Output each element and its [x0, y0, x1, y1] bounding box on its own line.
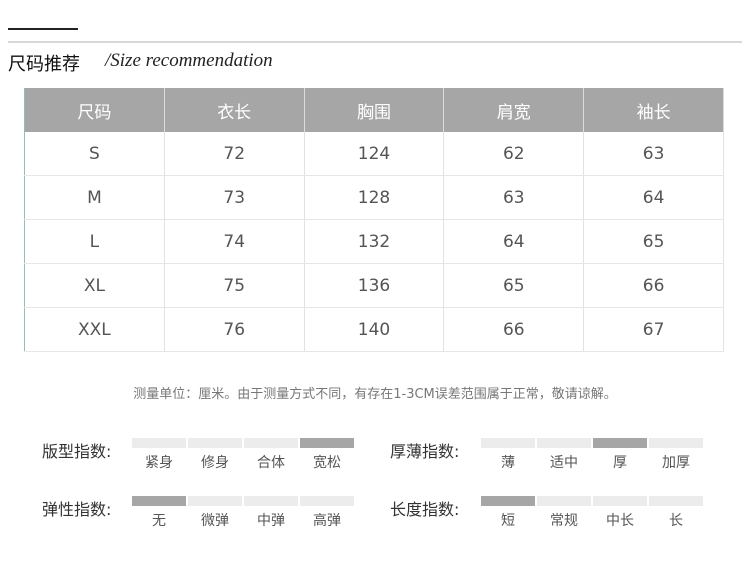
- table-cell: 75: [164, 263, 305, 308]
- index-label: 长度指数:: [390, 500, 460, 519]
- column-header: 衣长: [164, 88, 305, 132]
- table-cell: 140: [304, 307, 445, 352]
- index-option-label: 宽松: [313, 455, 341, 471]
- index-option-label: 短: [501, 513, 515, 529]
- index-label: 厚薄指数:: [390, 442, 460, 461]
- section-subtitle: /Size recommendation: [105, 50, 273, 71]
- top-accent-line: [8, 28, 78, 30]
- index-option: 微弹: [188, 496, 242, 530]
- table-cell: 63: [443, 175, 585, 220]
- index-option-label: 修身: [201, 455, 229, 471]
- index-bar: [300, 438, 354, 448]
- index-option-label: 加厚: [662, 455, 690, 471]
- table-row: S 72 124 62 63: [24, 132, 724, 176]
- index-option-label: 常规: [550, 513, 578, 529]
- table-row: XL 75 136 65 66: [24, 263, 724, 308]
- index-option-label: 长: [669, 513, 683, 529]
- table-cell: 66: [583, 263, 724, 308]
- index-bar: [593, 496, 647, 506]
- index-option-label: 中长: [606, 513, 634, 529]
- index-option: 中弹: [244, 496, 298, 530]
- column-header: 尺码: [24, 88, 165, 132]
- index-bar: [188, 438, 242, 448]
- index-scale: 无 微弹 中弹 高弹: [132, 496, 354, 530]
- index-scale: 紧身 修身 合体 宽松: [132, 438, 354, 472]
- index-bar: [188, 496, 242, 506]
- index-option-label: 厚: [613, 455, 627, 471]
- index-bar: [244, 438, 298, 448]
- index-option: 常规: [537, 496, 591, 530]
- index-option: 高弹: [300, 496, 354, 530]
- table-row: M 73 128 63 64: [24, 175, 724, 220]
- index-option: 厚: [593, 438, 647, 472]
- index-scale: 薄 适中 厚 加厚: [481, 438, 703, 472]
- table-cell: 67: [583, 307, 724, 352]
- index-bar: [649, 438, 703, 448]
- table-cell: 136: [304, 263, 445, 308]
- index-bar: [481, 496, 535, 506]
- column-header: 肩宽: [443, 88, 585, 132]
- index-option-label: 微弹: [201, 513, 229, 529]
- column-header: 胸围: [304, 88, 445, 132]
- index-option: 紧身: [132, 438, 186, 472]
- index-option: 薄: [481, 438, 535, 472]
- divider: [8, 41, 742, 43]
- index-option-label: 无: [152, 513, 166, 529]
- table-cell: 124: [304, 132, 445, 176]
- table-cell: 128: [304, 175, 445, 220]
- index-bar: [244, 496, 298, 506]
- table-cell: 64: [443, 219, 585, 264]
- index-option-label: 高弹: [313, 513, 341, 529]
- index-option: 长: [649, 496, 703, 530]
- index-label: 版型指数:: [42, 442, 112, 461]
- index-bar: [537, 496, 591, 506]
- table-cell: 65: [443, 263, 585, 308]
- table-cell: M: [24, 175, 165, 220]
- index-option-label: 薄: [501, 455, 515, 471]
- index-option: 合体: [244, 438, 298, 472]
- index-option: 宽松: [300, 438, 354, 472]
- table-cell: 132: [304, 219, 445, 264]
- index-option: 短: [481, 496, 535, 530]
- table-cell: 65: [583, 219, 724, 264]
- index-bar: [649, 496, 703, 506]
- table-cell: 64: [583, 175, 724, 220]
- index-scale: 短 常规 中长 长: [481, 496, 703, 530]
- index-bar: [132, 496, 186, 506]
- index-option-label: 适中: [550, 455, 578, 471]
- index-option: 加厚: [649, 438, 703, 472]
- measurement-note: 测量单位：厘米。由于测量方式不同，有存在1-3CM误差范围属于正常，敬请谅解。: [133, 387, 617, 402]
- table-cell: 66: [443, 307, 585, 352]
- index-label: 弹性指数:: [42, 500, 112, 519]
- index-option: 适中: [537, 438, 591, 472]
- table-cell: 74: [164, 219, 305, 264]
- column-header: 袖长: [583, 88, 724, 132]
- section-title: 尺码推荐: [8, 54, 80, 75]
- table-cell: L: [24, 219, 165, 264]
- table-row: L 74 132 64 65: [24, 219, 724, 264]
- index-option: 中长: [593, 496, 647, 530]
- index-bar: [593, 438, 647, 448]
- index-bar: [481, 438, 535, 448]
- index-bar: [537, 438, 591, 448]
- table-cell: S: [24, 132, 165, 176]
- table-cell: XL: [24, 263, 165, 308]
- index-bar: [132, 438, 186, 448]
- table-cell: XXL: [24, 307, 165, 352]
- table-row: XXL 76 140 66 67: [24, 307, 724, 352]
- table-cell: 76: [164, 307, 305, 352]
- index-option: 修身: [188, 438, 242, 472]
- size-table: 尺码 衣长 胸围 肩宽 袖长 S 72 124 62 63 M 73 128 63 64 L 74 132 64 65…: [24, 88, 724, 352]
- index-option-label: 合体: [257, 455, 285, 471]
- index-option: 无: [132, 496, 186, 530]
- table-cell: 63: [583, 132, 724, 176]
- index-bar: [300, 496, 354, 506]
- index-option-label: 中弹: [257, 513, 285, 529]
- table-cell: 72: [164, 132, 305, 176]
- table-cell: 73: [164, 175, 305, 220]
- index-option-label: 紧身: [145, 455, 173, 471]
- table-cell: 62: [443, 132, 585, 176]
